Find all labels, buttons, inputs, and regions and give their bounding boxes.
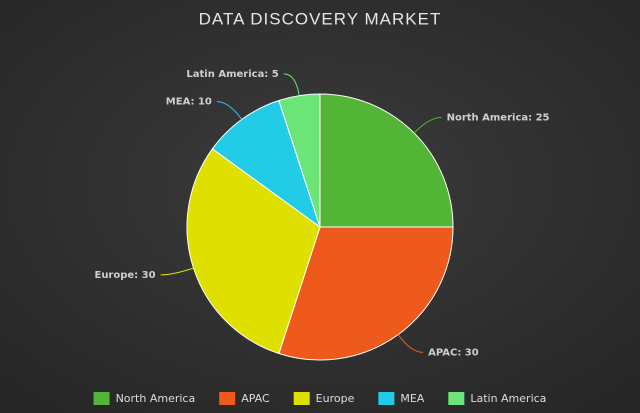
legend-swatch [378, 392, 395, 405]
pie-slice [211, 99, 321, 229]
leader-line [397, 334, 424, 353]
legend-label: Europe [316, 392, 355, 405]
leader-line [216, 101, 243, 120]
legend-label: APAC [241, 392, 270, 405]
leader-line [160, 267, 194, 276]
data-label: North America: 25 [447, 112, 550, 123]
chart-title: DATA DISCOVERY MARKET [199, 9, 442, 28]
data-label: APAC: 30 [428, 347, 479, 358]
data-label: Latin America: 5 [186, 69, 278, 80]
pie-slice [186, 148, 321, 355]
legend-swatch [293, 392, 310, 405]
legend-swatch [93, 392, 110, 405]
legend-label: MEA [400, 392, 424, 405]
data-label: Europe: 30 [94, 270, 155, 281]
legend-label: North America [116, 392, 196, 405]
pie-slice [278, 93, 321, 228]
legend-label: Latin America [470, 392, 546, 405]
leader-line [413, 116, 442, 134]
pie-slice [278, 226, 454, 361]
data-label: MEA: 10 [166, 97, 212, 108]
leader-line [283, 73, 300, 96]
legend-swatch [219, 392, 236, 405]
legend-swatch [448, 392, 465, 405]
